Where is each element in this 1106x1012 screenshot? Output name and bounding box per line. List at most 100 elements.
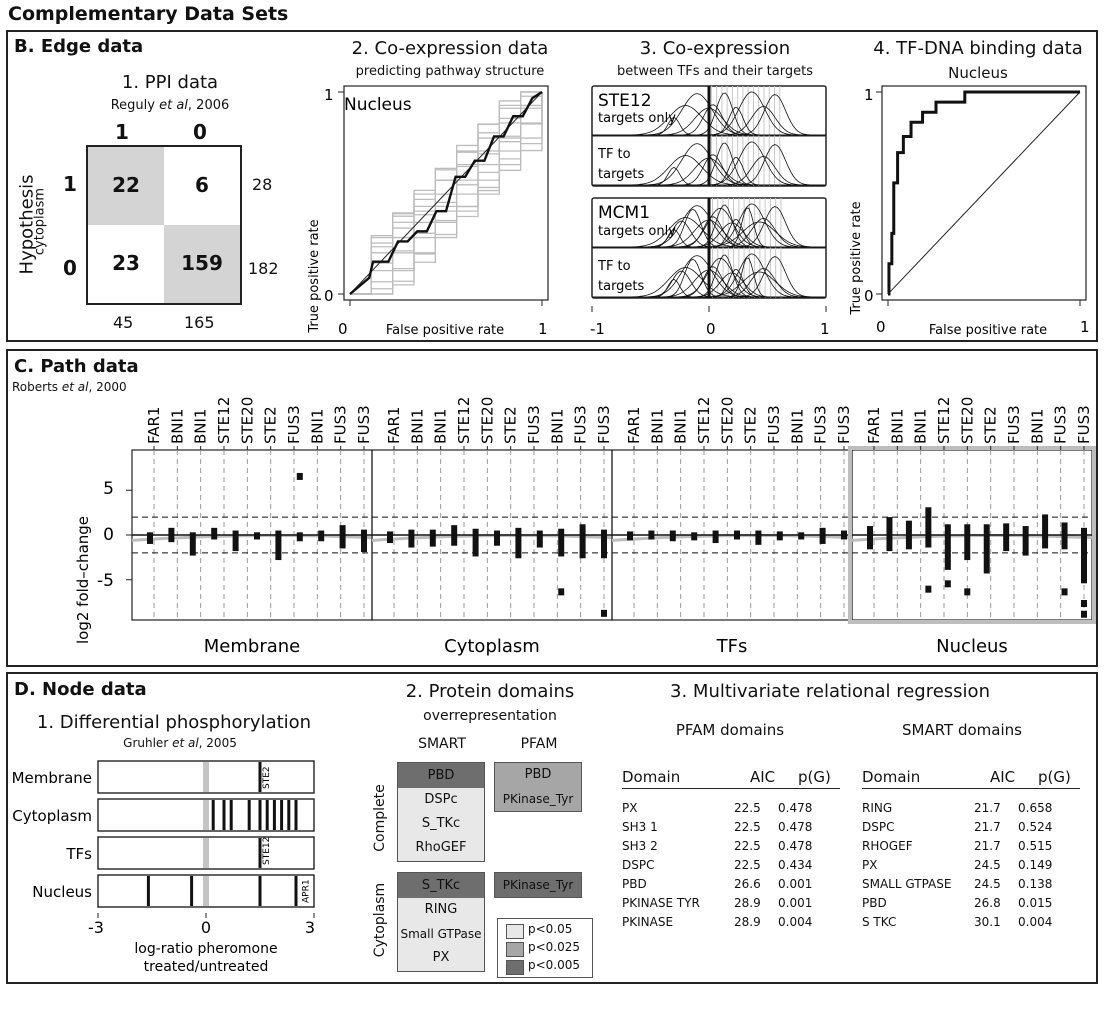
- coexp-tf-group-mcm1: MCM1: [598, 203, 650, 223]
- path-cite-author: Roberts: [12, 380, 59, 394]
- path-trend-curve: [131, 534, 373, 542]
- coexp-tf-xtick-neg1: -1: [590, 320, 605, 338]
- path-category-label: FAR1: [865, 407, 883, 444]
- pfam-table-domain: DSPC: [622, 858, 655, 872]
- path-range-bar: [1081, 527, 1087, 584]
- tfdna-xtick-1: 1: [1080, 318, 1090, 336]
- edge-section-title: B. Edge data: [14, 36, 144, 57]
- path-outlier-point: [296, 472, 303, 480]
- path-range-bar: [734, 530, 740, 540]
- path-category-label: FUS3: [285, 405, 303, 444]
- path-category-label: BNI1: [192, 409, 210, 444]
- phos-row-label-membrane: Membrane: [12, 769, 92, 787]
- complete-smart-box: PBD DSPc S_TKc RhoGEF: [397, 762, 485, 862]
- smart-table-pg: 0.004: [1018, 915, 1053, 929]
- ppi-row-header-0: 0: [63, 256, 77, 280]
- path-outlier-point: [1081, 610, 1087, 618]
- path-range-bar: [318, 530, 325, 542]
- pfam-table-domain: SH3 2: [622, 839, 658, 853]
- tfdna-roc-curve: [887, 90, 1080, 296]
- path-range-bar: [361, 529, 367, 552]
- smart-table-row: PBD 26.8 0.015: [862, 896, 1080, 915]
- path-category-label: FUS3: [1075, 405, 1093, 444]
- smart-table-aic: 21.7: [974, 801, 1001, 815]
- tfdna-plot-frame: [881, 85, 1087, 301]
- phos-citation: Gruhler et al, 2005: [80, 736, 280, 750]
- coexp-tf-ste12-row1: targets only: [598, 111, 676, 126]
- path-category-label: BNI1: [408, 409, 426, 444]
- path-range-bar: [983, 524, 990, 574]
- phos-value-bar: [247, 800, 251, 830]
- coexp-tf-subtitle: between TFs and their targets: [617, 64, 813, 79]
- complete-label: Complete: [372, 784, 388, 852]
- path-range-bar: [296, 532, 303, 542]
- path-category-label: BNI1: [672, 409, 690, 444]
- legend-label-p05: p<0.05: [528, 922, 573, 936]
- path-range-bar: [798, 532, 805, 540]
- smart-table-aic: 30.1: [974, 915, 1001, 929]
- path-category-label: STE12: [695, 397, 713, 444]
- coexp-tf-density-curve: [592, 107, 826, 136]
- pfam-table-domain: SH3 1: [622, 820, 658, 834]
- path-range-bar: [429, 529, 436, 547]
- phos-cite-year: , 2005: [198, 736, 237, 750]
- path-range-bar: [536, 530, 543, 548]
- complete-smart-rhogef: RhoGEF: [415, 840, 467, 855]
- phos-value-bar: [258, 876, 262, 906]
- ppi-row-total-0: 182: [248, 259, 279, 278]
- page-title: Complementary Data Sets: [8, 3, 289, 25]
- coexp-ytick-0: 0: [324, 287, 334, 305]
- pfam-table-aic: 22.5: [734, 858, 761, 872]
- path-range-bar: [472, 528, 479, 557]
- path-outlier-point: [925, 585, 932, 593]
- ppi-col-header-0: 0: [193, 120, 207, 144]
- tfdna-ytick-1: 1: [864, 86, 874, 104]
- phos-value-bar: [280, 800, 284, 830]
- node-section-title: D. Node data: [14, 679, 147, 700]
- pfam-table-aic: 22.5: [734, 820, 761, 834]
- complete-pfam-pkinase: PKinase_Tyr: [502, 792, 574, 806]
- coexp-tf-ste12-row2a: TF to: [597, 147, 631, 162]
- pfam-header-domain: Domain: [622, 768, 681, 786]
- phos-value-bar: [146, 876, 150, 906]
- phos-value-bar: [272, 800, 276, 830]
- tfdna-ylabel: True positive rate: [849, 201, 864, 315]
- smart-domains-title: SMART domains: [902, 721, 1022, 739]
- path-category-label: STE2: [502, 406, 520, 444]
- path-category-label: FUS3: [595, 405, 613, 444]
- coexp-tf-density-curve: [592, 222, 826, 248]
- path-category-label: FUS3: [1005, 405, 1023, 444]
- legend-label-p025: p<0.025: [528, 940, 581, 954]
- smart-table-row: RHOGEF 21.7 0.515: [862, 839, 1080, 858]
- coexp-diagonal: [349, 91, 543, 295]
- pfam-header-aic: AIC: [750, 768, 776, 786]
- pfam-table-domain: PX: [622, 801, 638, 815]
- pfam-table-pg: 0.478: [778, 801, 813, 815]
- path-data-panel: [6, 349, 1098, 667]
- path-trend-curve: [611, 534, 853, 542]
- coexp-ylabel: True positive rate: [307, 219, 322, 333]
- smart-table-domain: PX: [862, 858, 878, 872]
- phos-gene-tag: STE12: [262, 837, 272, 865]
- path-range-bar: [776, 531, 783, 541]
- smart-table-domain: SMALL GTPASE: [862, 877, 952, 891]
- cyto-smart-px: PX: [432, 950, 450, 965]
- tfdna-xlabel: False positive rate: [929, 323, 1047, 338]
- ppi-cell-fp: 6: [195, 173, 209, 197]
- coexp-background-curve: [350, 92, 543, 295]
- smart-table-row: SMALL GTPASE 24.5 0.138: [862, 877, 1080, 896]
- phos-xtick-neg3: -3: [88, 918, 104, 937]
- path-range-bar: [211, 527, 218, 540]
- path-range-bar: [1042, 514, 1049, 549]
- path-category-label: STE12: [935, 397, 953, 444]
- path-category-label: FUS3: [812, 405, 830, 444]
- phos-xlabel-line2: treated/untreated: [144, 959, 269, 975]
- path-range-bar: [515, 527, 522, 559]
- phos-row-label-cytoplasm: Cytoplasm: [12, 807, 92, 825]
- path-range-bar: [339, 525, 346, 549]
- coexp-background-curve: [350, 91, 542, 295]
- ppi-citation: Reguly et al, 2006: [70, 98, 270, 113]
- path-cite-etal: et al: [61, 380, 89, 394]
- ppi-cite-year: , 2006: [187, 98, 230, 113]
- path-range-bar: [275, 530, 282, 561]
